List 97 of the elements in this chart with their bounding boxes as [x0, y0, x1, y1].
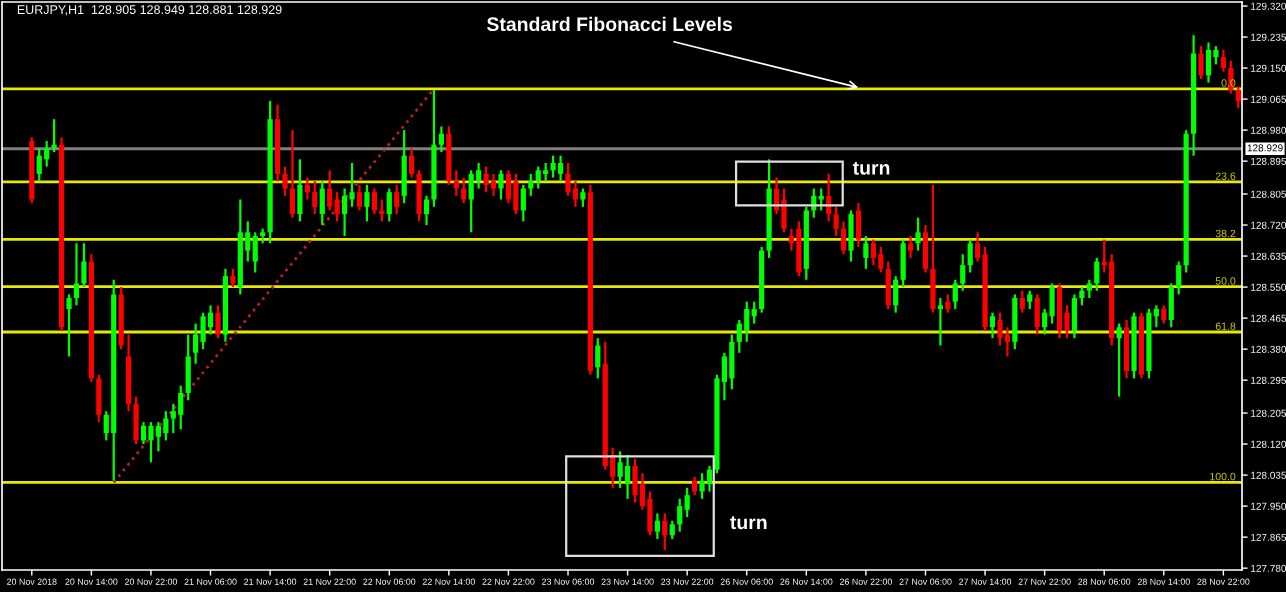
candlestick [252, 231, 258, 274]
candlestick [863, 234, 869, 270]
candlestick [669, 519, 675, 541]
candlestick [386, 187, 392, 223]
candlestick [893, 275, 899, 314]
candlestick [1004, 326, 1011, 358]
annotation: turn [852, 161, 890, 175]
candlestick [1161, 304, 1167, 325]
candlestick [751, 300, 757, 325]
candlestick [334, 191, 340, 223]
candlestick [654, 512, 660, 541]
candlestick [44, 139, 50, 168]
candlestick [885, 260, 891, 311]
candlestick [937, 296, 943, 347]
candlestick [185, 333, 191, 402]
candlestick [624, 453, 631, 500]
candlestick [692, 475, 698, 497]
candlestick [96, 373, 102, 424]
candlestick [580, 187, 586, 208]
candlestick [1019, 289, 1025, 314]
candlestick [327, 169, 333, 212]
candlestick [505, 169, 512, 205]
candlestick [446, 125, 452, 186]
candlestick [148, 421, 154, 464]
candlestick [155, 421, 161, 453]
candlestick [140, 421, 147, 446]
candlestick [796, 220, 802, 278]
candlestick [1027, 289, 1033, 311]
candlestick [1034, 293, 1040, 336]
candlestick [989, 311, 996, 340]
candlestick [1220, 48, 1226, 73]
candlestick [1071, 293, 1078, 340]
candlestick [960, 253, 966, 292]
candlestick [230, 267, 236, 289]
candlestick [1116, 322, 1122, 398]
candlestick [535, 165, 541, 190]
candlestick [1168, 282, 1174, 329]
candlestick [557, 154, 564, 183]
candlestick [178, 384, 184, 431]
candlestick [394, 183, 400, 216]
candlestick [401, 129, 407, 205]
candlestick [1198, 45, 1204, 81]
candlestick [207, 304, 214, 336]
candlestick [684, 486, 690, 519]
candlestick [215, 304, 221, 340]
candlestick [878, 245, 884, 274]
candlestick [1235, 85, 1241, 110]
candlestick [744, 300, 750, 343]
candlestick [193, 322, 199, 365]
candlestick [900, 238, 906, 289]
candlestick [356, 183, 363, 212]
candlestick [1086, 278, 1092, 300]
candlestick [36, 147, 42, 183]
candlestick [632, 457, 638, 504]
candlestick [319, 180, 325, 227]
candlestick [699, 472, 705, 500]
candlestick [907, 234, 914, 259]
annotation: Standard Fibonacci Levels [486, 16, 732, 32]
candlestick [706, 464, 713, 493]
candlestick [550, 154, 556, 179]
candlestick [855, 202, 862, 249]
candlestick [341, 187, 348, 238]
candlestick [1205, 41, 1212, 84]
candlestick [297, 158, 303, 223]
candlestick [662, 512, 668, 552]
candlestick [483, 165, 489, 194]
candlestick [915, 216, 921, 252]
candlestick [304, 176, 310, 201]
candlestick [379, 198, 385, 223]
candlestick [870, 238, 876, 267]
candlestick [840, 220, 847, 256]
candlestick [513, 172, 519, 216]
candlestick [1056, 282, 1063, 340]
candlestick [1012, 293, 1018, 351]
candlestick [930, 183, 936, 314]
annotation: turn [730, 516, 767, 530]
candlestick [453, 169, 459, 197]
candlestick [543, 161, 549, 183]
candlestick [595, 337, 601, 380]
candlestick [952, 278, 958, 311]
candlestick [289, 129, 296, 219]
candlestick [945, 293, 951, 314]
candlestick [520, 183, 526, 223]
candlestick [364, 183, 370, 223]
candlestick [1176, 260, 1182, 296]
candlestick [1123, 318, 1130, 380]
candlestick [371, 187, 377, 216]
candlestick [677, 497, 683, 533]
candlestick [468, 169, 474, 234]
candlestick [312, 180, 318, 216]
candlestick [967, 238, 973, 274]
candlestick [1094, 256, 1100, 292]
candlestick [848, 209, 854, 263]
candlestick [73, 242, 80, 307]
candlestick [498, 169, 504, 201]
candlestick [528, 172, 534, 197]
candlestick [490, 172, 497, 197]
